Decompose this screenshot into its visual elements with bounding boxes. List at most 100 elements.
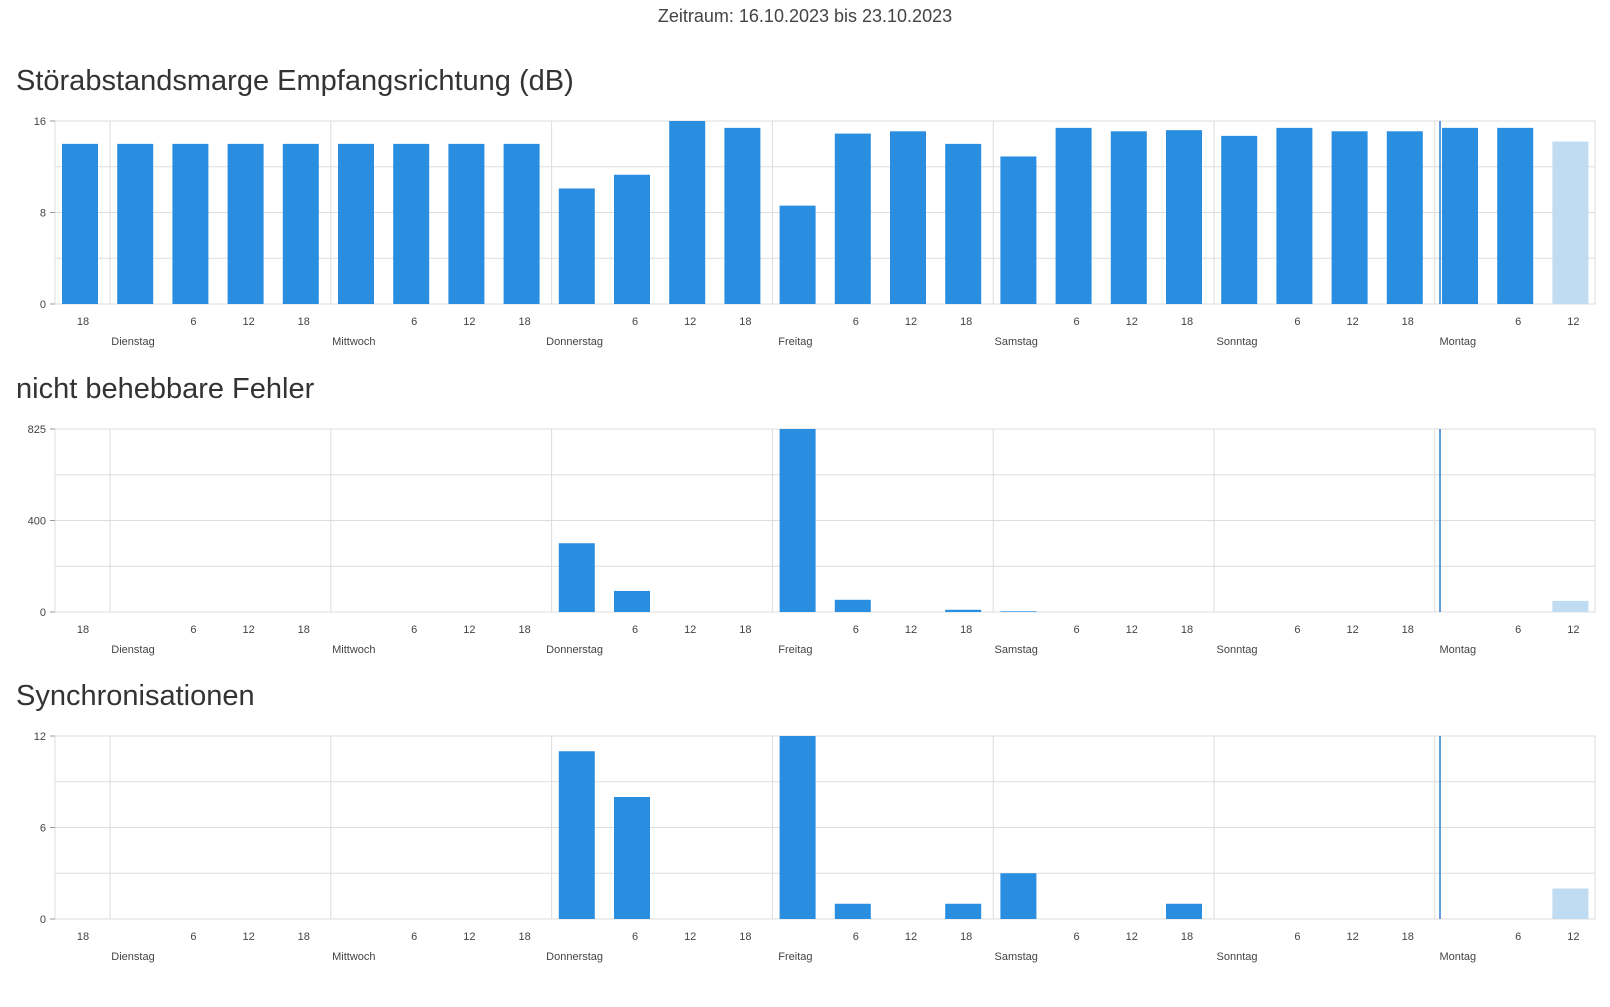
x-tick-label: 6 (632, 624, 638, 636)
period-label: Zeitraum: 16.10.2023 bis 23.10.2023 (657, 6, 953, 26)
day-label: Sonntag (1217, 644, 1258, 656)
x-tick-label: 12 (463, 931, 475, 943)
bar (172, 143, 209, 304)
x-tick-label: 6 (411, 931, 417, 943)
x-tick-label: 12 (905, 316, 917, 328)
bar (779, 736, 816, 919)
x-tick-label: 6 (1294, 316, 1300, 328)
bar (558, 188, 595, 304)
bar (669, 121, 706, 304)
y-tick-label: 0 (40, 299, 46, 311)
x-tick-label: 6 (190, 316, 196, 328)
day-label: Freitag (778, 951, 812, 963)
x-tick-label: 18 (960, 931, 972, 943)
day-label: Samstag (994, 951, 1037, 963)
x-tick-label: 12 (463, 316, 475, 328)
synchronisations-chart: 12 6 0 18 6 12 18 6 12 18 6 12 18 6 12 18 6 12 18 6 12 18 6 12 D… (34, 731, 1596, 963)
y-tick-label: 12 (34, 731, 46, 743)
bar (393, 143, 430, 304)
day-label: Samstag (994, 644, 1037, 656)
x-tick-label: 12 (242, 316, 254, 328)
x-tick-label: 6 (853, 624, 859, 636)
x-tick-label: 12 (1126, 931, 1138, 943)
x-tick-label: 6 (411, 316, 417, 328)
day-label: Donnerstag (546, 336, 603, 348)
x-tick-label: 18 (518, 316, 530, 328)
x-tick-label: 18 (1402, 931, 1414, 943)
bar (1497, 127, 1534, 304)
x-tick-label: 6 (1074, 931, 1080, 943)
x-tick-label: 18 (298, 316, 310, 328)
bar (117, 143, 154, 304)
bar (779, 429, 816, 612)
day-label: Montag (1439, 336, 1476, 348)
day-label: Donnerstag (546, 951, 603, 963)
bar (945, 143, 982, 304)
x-tick-label: 6 (1515, 931, 1521, 943)
y-tick-label: 400 (28, 516, 46, 528)
bar (227, 143, 264, 304)
y-tick-label: 0 (40, 607, 46, 619)
chart-title-uncorrectable-errors: nicht behebbare Fehler (16, 373, 315, 405)
bar (890, 131, 926, 304)
y-tick-label: 6 (40, 823, 46, 835)
day-label: Donnerstag (546, 644, 603, 656)
x-tick-label: 12 (905, 624, 917, 636)
bar (338, 143, 374, 304)
bar (1000, 611, 1037, 612)
x-tick-label: 6 (853, 931, 859, 943)
bar (834, 133, 871, 304)
day-label: Montag (1439, 644, 1476, 656)
x-tick-label: 12 (684, 624, 696, 636)
bar-current (1552, 888, 1589, 919)
x-tick-label: 6 (1515, 624, 1521, 636)
bar (945, 609, 982, 612)
x-tick-label: 12 (684, 931, 696, 943)
x-tick-label: 6 (190, 624, 196, 636)
x-tick-label: 18 (1181, 624, 1193, 636)
uncorrectable-errors-chart: 825 400 0 18 6 12 18 6 12 18 6 12 18 6 12 18 6 12 18 6 12 18 6… (28, 424, 1596, 656)
x-tick-label: 12 (463, 624, 475, 636)
x-tick-label: 12 (1346, 931, 1358, 943)
bar (724, 127, 761, 304)
bar (558, 543, 595, 612)
x-tick-label: 18 (1402, 624, 1414, 636)
x-tick-label: 12 (1346, 316, 1358, 328)
x-tick-label: 6 (632, 931, 638, 943)
bar-current (1552, 141, 1589, 304)
bar (1331, 131, 1368, 304)
x-tick-label: 12 (1126, 624, 1138, 636)
x-tick-label: 6 (1074, 316, 1080, 328)
y-tick-label: 825 (28, 424, 46, 436)
bar (945, 903, 982, 919)
x-tick-label: 12 (1126, 316, 1138, 328)
x-tick-label: 18 (298, 931, 310, 943)
bar (503, 143, 540, 304)
bar (614, 174, 650, 304)
bar (448, 143, 485, 304)
day-label: Sonntag (1217, 336, 1258, 348)
bar (1276, 127, 1313, 304)
bar (282, 143, 319, 304)
bar (614, 590, 650, 612)
bar (834, 599, 871, 612)
bar (62, 143, 98, 304)
x-tick-label: 12 (684, 316, 696, 328)
bar (614, 797, 650, 919)
bar (1166, 130, 1202, 304)
x-tick-label: 18 (960, 316, 972, 328)
x-tick-label: 18 (518, 624, 530, 636)
x-tick-label: 18 (739, 316, 751, 328)
day-label: Dienstag (111, 951, 154, 963)
bar (1055, 127, 1092, 304)
x-tick-label: 18 (77, 931, 89, 943)
day-label: Montag (1439, 951, 1476, 963)
x-tick-label: 6 (190, 931, 196, 943)
y-tick-label: 8 (40, 208, 46, 220)
day-label: Freitag (778, 336, 812, 348)
day-label: Freitag (778, 644, 812, 656)
day-label: Samstag (994, 336, 1037, 348)
x-tick-label: 12 (1346, 624, 1358, 636)
x-tick-label: 18 (739, 931, 751, 943)
snr-margin-chart: 16 8 0 18 6 12 18 6 12 18 6 12 18 6 12 18 6 12 18 6 12 18 6 12 D… (34, 116, 1596, 348)
